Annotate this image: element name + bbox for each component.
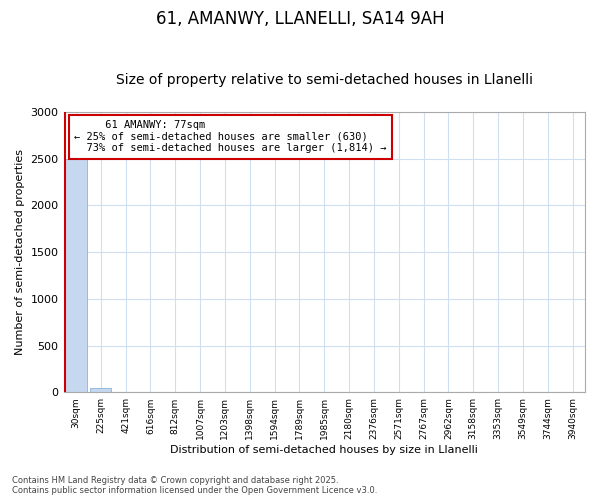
Text: 61, AMANWY, LLANELLI, SA14 9AH: 61, AMANWY, LLANELLI, SA14 9AH <box>155 10 445 28</box>
Bar <box>90 388 112 392</box>
Bar <box>65 158 86 392</box>
Y-axis label: Number of semi-detached properties: Number of semi-detached properties <box>15 149 25 355</box>
Text: 61 AMANWY: 77sqm
← 25% of semi-detached houses are smaller (630)
  73% of semi-d: 61 AMANWY: 77sqm ← 25% of semi-detached … <box>74 120 386 154</box>
Text: Contains HM Land Registry data © Crown copyright and database right 2025.
Contai: Contains HM Land Registry data © Crown c… <box>12 476 377 495</box>
X-axis label: Distribution of semi-detached houses by size in Llanelli: Distribution of semi-detached houses by … <box>170 445 478 455</box>
Title: Size of property relative to semi-detached houses in Llanelli: Size of property relative to semi-detach… <box>116 73 533 87</box>
